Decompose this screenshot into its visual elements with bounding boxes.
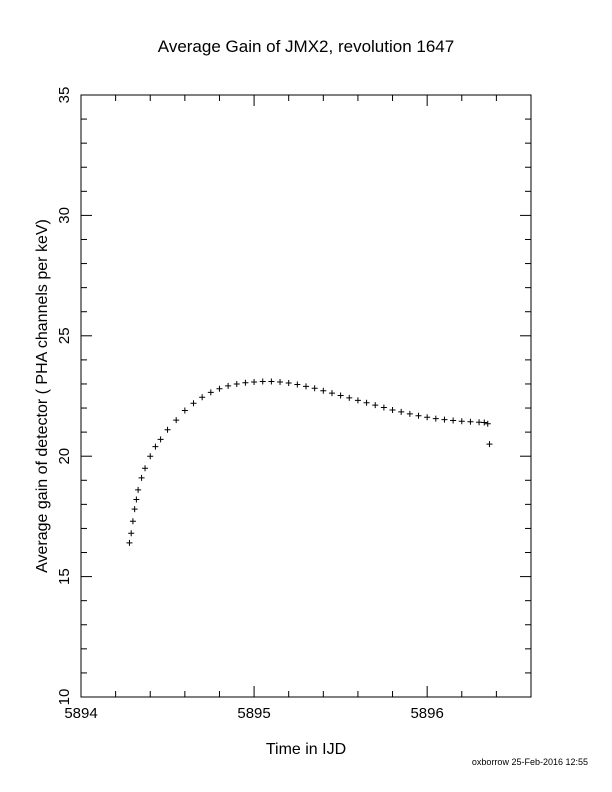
- x-axis-label: Time in IJD: [266, 741, 346, 758]
- data-point: [346, 394, 353, 401]
- plot-frame: [80, 94, 532, 698]
- tick-labels: 10 15 20 25 30 35 5894 5895 5896: [56, 87, 444, 722]
- data-points: [126, 378, 493, 546]
- y-tick-label: 30: [56, 207, 73, 224]
- data-point: [389, 406, 396, 413]
- data-point: [406, 410, 413, 417]
- x-tick-label: 5895: [237, 705, 270, 722]
- data-point: [126, 539, 133, 546]
- data-point: [133, 496, 140, 503]
- data-point: [131, 506, 138, 513]
- y-tick-label: 15: [56, 568, 73, 585]
- data-point: [311, 385, 318, 392]
- footer-credit: oxborrow 25-Feb-2016 12:55: [471, 757, 588, 767]
- data-point: [138, 474, 145, 481]
- data-point: [380, 404, 387, 411]
- y-tick-label: 25: [56, 327, 73, 344]
- x-tick-label: 5896: [410, 705, 443, 722]
- data-point: [294, 381, 301, 388]
- data-point: [128, 530, 135, 537]
- y-tick-label: 20: [56, 448, 73, 465]
- data-point: [486, 441, 493, 448]
- data-point: [190, 400, 197, 407]
- data-point: [207, 389, 214, 396]
- data-point: [147, 453, 154, 460]
- data-point: [432, 415, 439, 422]
- data-point: [320, 387, 327, 394]
- data-point: [173, 417, 180, 424]
- data-point: [458, 418, 465, 425]
- data-point: [337, 392, 344, 399]
- data-point: [424, 414, 431, 421]
- chart-title: Average Gain of JMX2, revolution 1647: [158, 37, 454, 56]
- data-point: [242, 379, 249, 386]
- data-point: [142, 465, 149, 472]
- data-point: [398, 408, 405, 415]
- data-point: [251, 379, 258, 386]
- data-point: [259, 378, 266, 385]
- data-point: [216, 385, 223, 392]
- data-point: [467, 418, 474, 425]
- data-point: [285, 379, 292, 386]
- data-point: [199, 394, 206, 401]
- axis-ticks: [80, 94, 532, 698]
- data-point: [372, 402, 379, 409]
- data-point: [135, 486, 142, 493]
- data-point: [484, 420, 491, 427]
- data-point: [450, 417, 457, 424]
- data-point: [225, 382, 232, 389]
- y-tick-label: 10: [56, 689, 73, 706]
- data-point: [303, 383, 309, 390]
- data-point: [268, 378, 275, 385]
- data-point: [129, 518, 136, 525]
- data-point: [481, 419, 488, 426]
- data-point: [415, 412, 422, 419]
- data-point: [277, 379, 284, 386]
- data-point: [157, 436, 164, 443]
- data-point: [476, 419, 483, 426]
- x-tick-label: 5894: [64, 705, 97, 722]
- y-axis-label: Average gain of detector ( PHA channels …: [34, 219, 51, 573]
- y-tick-label: 35: [56, 87, 73, 104]
- data-point: [363, 399, 370, 406]
- data-point: [441, 416, 448, 423]
- data-point: [233, 380, 240, 387]
- data-point: [152, 443, 159, 450]
- data-point: [181, 407, 188, 414]
- data-point: [354, 397, 361, 404]
- data-point: [328, 390, 335, 397]
- data-point: [164, 426, 171, 433]
